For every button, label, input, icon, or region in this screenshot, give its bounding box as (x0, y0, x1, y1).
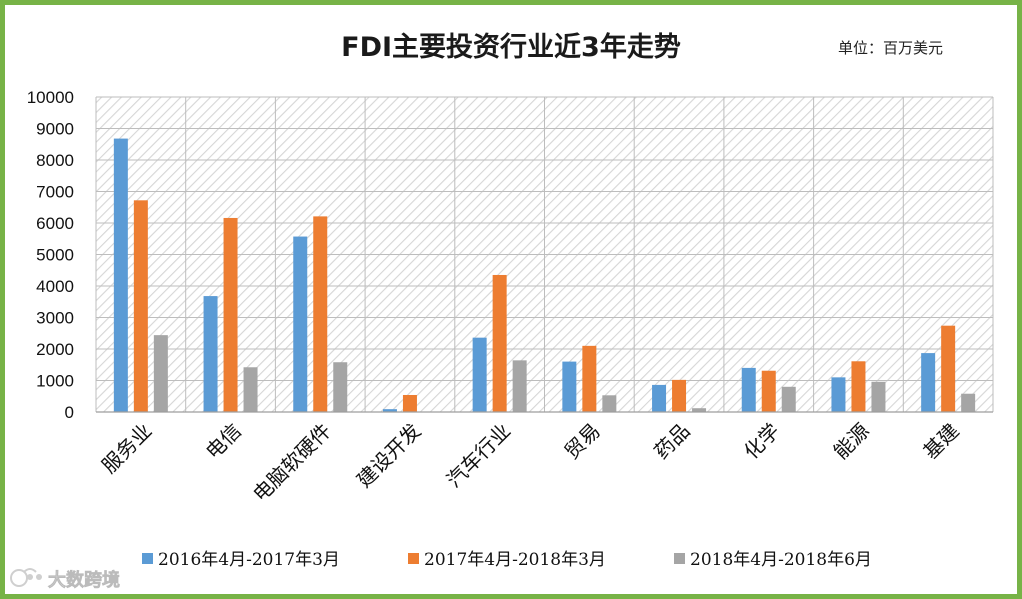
bar-服务业-series-3 (153, 335, 168, 412)
bar-贸易-series-2 (582, 345, 597, 412)
y-tick-label: 1000 (36, 372, 74, 391)
bar-汽车行业-series-3 (512, 360, 527, 412)
y-tick-label: 8000 (36, 151, 74, 170)
bar-化学-series-1 (741, 367, 756, 412)
bar-能源-series-2 (851, 361, 866, 412)
bar-服务业-series-2 (133, 200, 148, 412)
chart-title: FDI主要投资行业近3年走势 (341, 31, 681, 63)
bar-建设开发-series-2 (402, 394, 417, 412)
y-axis: 0 1000 2000 3000 4000 5000 6000 7000 8000 9000 100… (27, 88, 74, 422)
x-axis: 服务业 电信 电脑软硬件 建设开发 汽车行业 贸易 药品 化学 能源 基建 (96, 411, 993, 507)
bar-药品-series-3 (692, 408, 707, 412)
y-tick-label: 10000 (27, 88, 74, 107)
bar-汽车行业-series-2 (492, 274, 507, 412)
bar-电信-series-3 (243, 367, 258, 412)
bar-服务业-series-1 (113, 138, 128, 412)
bar-能源-series-3 (871, 381, 886, 412)
bar-电脑软硬件-series-3 (333, 362, 348, 412)
bar-化学-series-2 (761, 370, 776, 412)
bar-药品-series-2 (672, 379, 687, 412)
x-tick-label: 建设开发 (352, 419, 426, 493)
bar-药品-series-1 (652, 384, 667, 412)
x-tick-label: 电脑软硬件 (248, 419, 336, 507)
y-tick-label: 6000 (36, 214, 74, 233)
bar-汽车行业-series-1 (472, 337, 487, 412)
bar-电脑软硬件-series-2 (313, 216, 328, 412)
y-tick-label: 7000 (36, 183, 74, 202)
y-tick-label: 4000 (36, 277, 74, 296)
y-tick-label: 3000 (36, 309, 74, 328)
bar-能源-series-1 (831, 377, 846, 412)
x-tick-label: 化学 (739, 419, 784, 464)
bar-电信-series-1 (203, 296, 218, 412)
gridlines (95, 96, 994, 413)
x-tick-label: 药品 (649, 419, 694, 464)
bar-电信-series-2 (223, 217, 238, 412)
watermark-text: 大数跨境 (48, 569, 120, 591)
watermark-logo-icon (10, 568, 42, 587)
y-tick-label: 0 (65, 403, 74, 422)
bar-基建-series-2 (941, 325, 956, 412)
legend-swatch-3 (674, 553, 685, 564)
bar-基建-series-1 (921, 353, 936, 412)
x-tick-label: 基建 (918, 419, 963, 464)
bar-贸易-series-3 (602, 395, 617, 412)
legend-label-3: 2018年4月-2018年6月 (690, 550, 872, 570)
watermark: 大数跨境 (10, 568, 120, 591)
legend: 2016年4月-2017年3月 2017年4月-2018年3月 2018年4月-20… (142, 550, 872, 570)
bar-电脑软硬件-series-1 (293, 236, 308, 412)
x-tick-label: 汽车行业 (442, 419, 516, 493)
x-tick-label: 服务业 (97, 419, 156, 478)
bar-化学-series-3 (781, 386, 796, 412)
y-tick-label: 5000 (36, 246, 74, 265)
unit-label: 单位：百万美元 (838, 39, 943, 57)
bar-建设开发-series-1 (382, 409, 397, 412)
bar-基建-series-3 (961, 393, 976, 412)
x-tick-label: 能源 (829, 419, 874, 464)
y-tick-label: 2000 (36, 340, 74, 359)
legend-label-1: 2016年4月-2017年3月 (158, 550, 340, 570)
legend-swatch-1 (142, 553, 153, 564)
x-tick-label: 电信 (201, 419, 246, 464)
legend-label-2: 2017年4月-2018年3月 (424, 550, 606, 570)
bars (113, 138, 976, 412)
legend-swatch-2 (408, 553, 419, 564)
bar-贸易-series-1 (562, 361, 577, 412)
y-tick-label: 9000 (36, 120, 74, 139)
x-tick-label: 贸易 (560, 419, 605, 464)
